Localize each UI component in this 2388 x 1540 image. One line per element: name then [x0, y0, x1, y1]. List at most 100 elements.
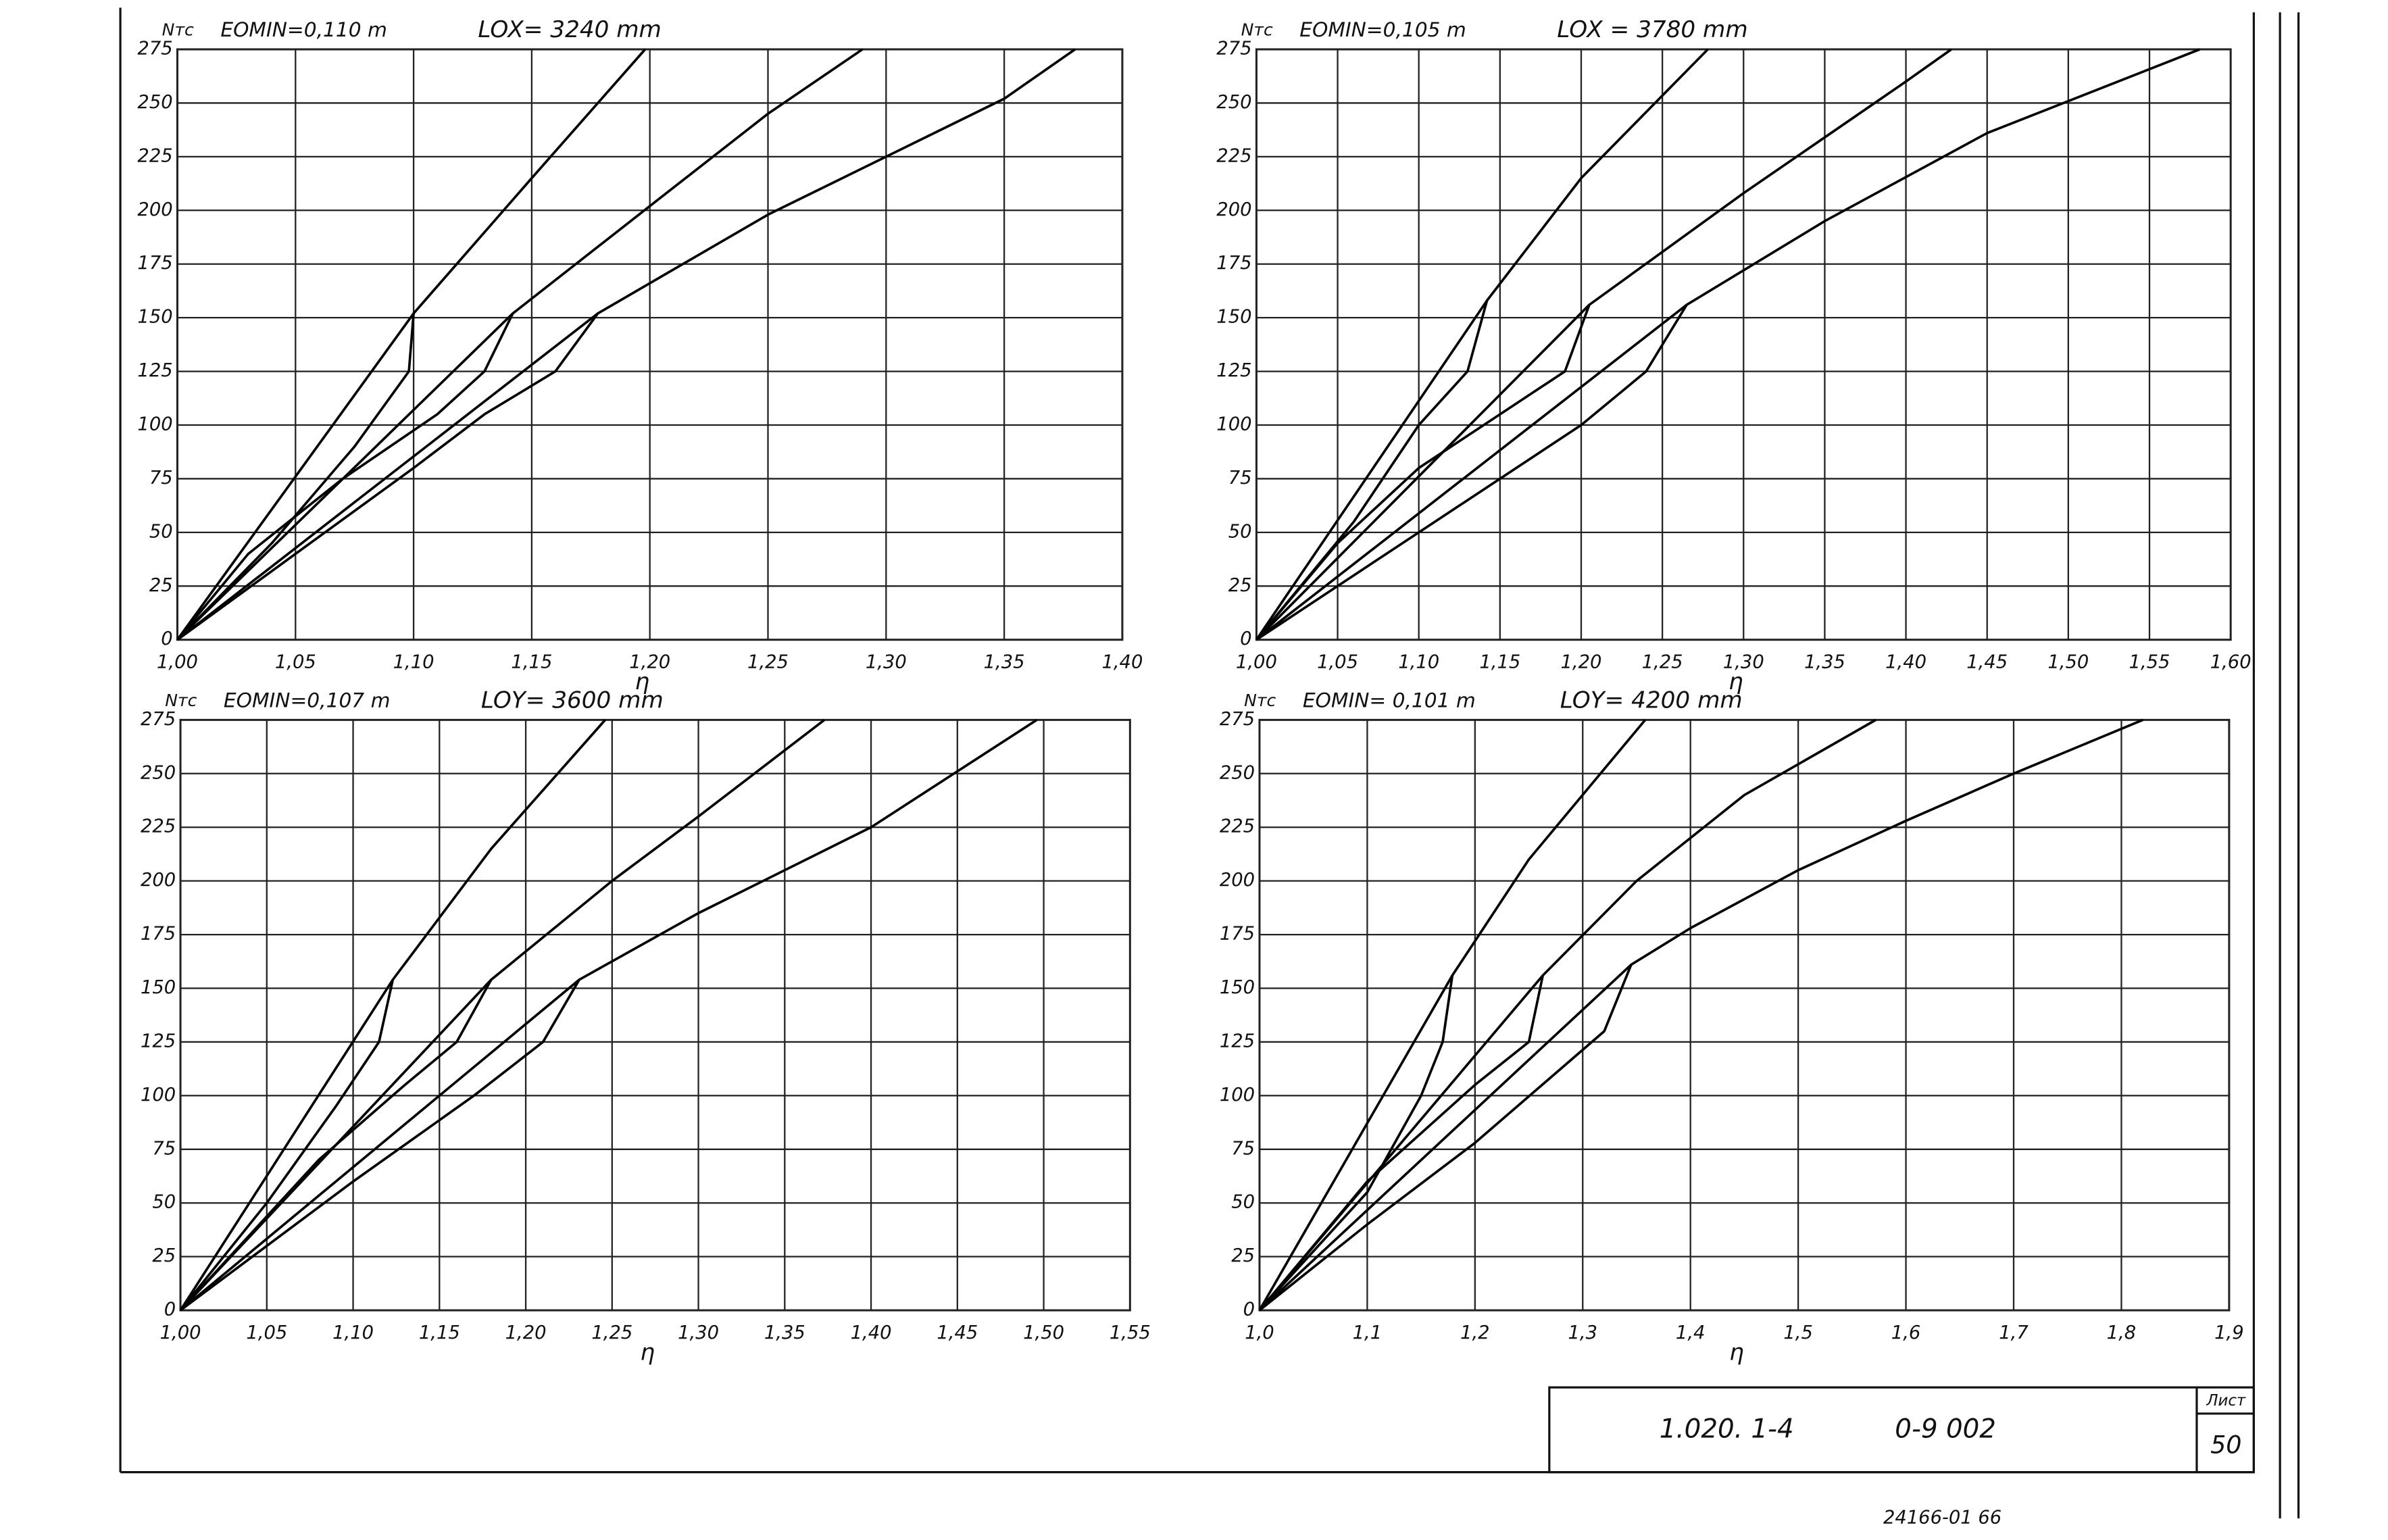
- x-tick-label: 1,30: [678, 1322, 719, 1343]
- x-tick-label: 1,20: [505, 1322, 547, 1343]
- x-tick-label: 1,30: [1723, 651, 1764, 672]
- x-tick-label: 1,7: [1999, 1322, 2029, 1343]
- y-axis-label: Nтс: [1244, 691, 1276, 710]
- drawing-number: 0-9 002: [1895, 1414, 1996, 1445]
- x-tick-label: 1,05: [246, 1322, 287, 1343]
- x-tick-label: 1,5: [1783, 1322, 1813, 1343]
- x-tick-label: 1,10: [1398, 651, 1439, 672]
- x-tick-label: 1,6: [1891, 1322, 1921, 1343]
- y-tick-label: 125: [1220, 1030, 1255, 1051]
- y-tick-label: 150: [1220, 977, 1255, 998]
- length-label: LOX= 3240 mm: [478, 16, 662, 43]
- plot-area: [1258, 718, 2231, 1312]
- x-axis-label: η: [640, 1339, 655, 1366]
- curve: [1258, 964, 1633, 1312]
- x-tick-label: 1,4: [1676, 1322, 1706, 1343]
- curve: [179, 718, 826, 1312]
- y-tick-label: 25: [149, 575, 173, 596]
- x-tick-label: 1,40: [851, 1322, 892, 1343]
- y-tick-label: 100: [1220, 1085, 1255, 1106]
- x-tick-label: 1,10: [332, 1322, 374, 1343]
- curve: [176, 48, 647, 641]
- x-tick-label: 1,35: [1804, 651, 1845, 672]
- y-tick-label: 150: [137, 307, 172, 328]
- title-block: [1548, 1386, 2255, 1474]
- y-tick-label: 25: [1231, 1245, 1255, 1266]
- x-tick-label: 1,40: [1101, 651, 1143, 672]
- x-tick-label: 1,1: [1353, 1322, 1383, 1343]
- x-tick-label: 1,00: [160, 1322, 201, 1343]
- x-tick-label: 1,05: [1317, 651, 1358, 672]
- y-tick-label: 75: [152, 1138, 176, 1159]
- y-tick-label: 25: [1228, 575, 1252, 596]
- length-label: LOX = 3780 mm: [1557, 16, 1747, 43]
- y-tick-label: 175: [137, 253, 172, 274]
- emin-label: EOMIN= 0,101 m: [1303, 688, 1476, 712]
- x-tick-label: 1,15: [1479, 651, 1520, 672]
- curve: [176, 48, 1076, 641]
- y-tick-label: 275: [1216, 39, 1251, 59]
- x-tick-label: 1,45: [937, 1322, 978, 1343]
- y-tick-label: 225: [1216, 145, 1251, 166]
- x-tick-label: 1,55: [2129, 651, 2170, 672]
- curve: [179, 718, 1038, 1312]
- y-tick-label: 225: [137, 145, 172, 166]
- x-tick-label: 1,30: [866, 651, 907, 672]
- y-tick-label: 225: [141, 816, 176, 837]
- x-tick-label: 1,50: [1023, 1322, 1064, 1343]
- curve: [179, 978, 580, 1312]
- y-tick-label: 275: [1220, 709, 1255, 730]
- x-tick-label: 1,25: [1642, 651, 1683, 672]
- x-tick-label: 1,00: [1236, 651, 1277, 672]
- x-tick-label: 1,0: [1245, 1322, 1274, 1343]
- y-tick-label: 250: [137, 92, 172, 113]
- x-tick-label: 1,15: [511, 651, 552, 672]
- y-tick-label: 50: [152, 1192, 176, 1213]
- x-tick-label: 1,9: [2214, 1322, 2244, 1343]
- x-tick-label: 1,25: [747, 651, 789, 672]
- y-tick-label: 175: [1220, 924, 1255, 945]
- curve: [179, 719, 606, 1312]
- y-tick-label: 75: [1231, 1138, 1255, 1159]
- x-tick-label: 1,35: [984, 651, 1025, 672]
- y-tick-label: 175: [141, 924, 176, 945]
- curve: [176, 313, 415, 641]
- curve: [1258, 975, 1454, 1312]
- curve: [1258, 718, 2144, 1312]
- y-tick-label: 225: [1220, 816, 1255, 837]
- curve: [1258, 719, 1647, 1311]
- emin-label: EOMIN=0,110 m: [220, 18, 387, 41]
- sheet-label: Лист: [2206, 1392, 2245, 1410]
- x-tick-label: 1,20: [1561, 651, 1602, 672]
- y-tick-label: 0: [1243, 1299, 1255, 1320]
- y-tick-label: 125: [1216, 360, 1251, 381]
- y-tick-label: 0: [161, 628, 172, 649]
- curve: [1255, 48, 1709, 641]
- y-tick-label: 100: [1216, 414, 1251, 435]
- x-tick-label: 1,00: [157, 651, 198, 672]
- y-tick-label: 250: [1216, 92, 1251, 113]
- x-tick-label: 1,10: [393, 651, 434, 672]
- curve: [176, 312, 599, 641]
- x-tick-label: 1,3: [1568, 1322, 1598, 1343]
- x-tick-label: 1,2: [1460, 1322, 1490, 1343]
- y-tick-label: 150: [141, 977, 176, 998]
- x-tick-label: 1,60: [2210, 651, 2252, 672]
- y-tick-label: 250: [1220, 762, 1255, 783]
- y-axis-label: Nтс: [165, 691, 197, 710]
- y-tick-label: 200: [141, 870, 176, 891]
- x-tick-label: 1,45: [1966, 651, 2008, 672]
- sheet-number: 50: [2210, 1430, 2241, 1459]
- x-tick-label: 1,55: [1110, 1322, 1151, 1343]
- curve: [1258, 718, 1876, 1312]
- y-tick-label: 150: [1216, 307, 1251, 328]
- y-tick-label: 50: [1231, 1192, 1255, 1213]
- y-axis-label: Nтс: [162, 20, 194, 40]
- plot-area: [179, 718, 1131, 1312]
- x-tick-label: 1,05: [275, 651, 316, 672]
- x-tick-label: 1,40: [1885, 651, 1926, 672]
- y-tick-label: 100: [137, 414, 172, 435]
- y-tick-label: 275: [141, 709, 176, 730]
- drawing-code: 1.020. 1-4: [1660, 1414, 1794, 1445]
